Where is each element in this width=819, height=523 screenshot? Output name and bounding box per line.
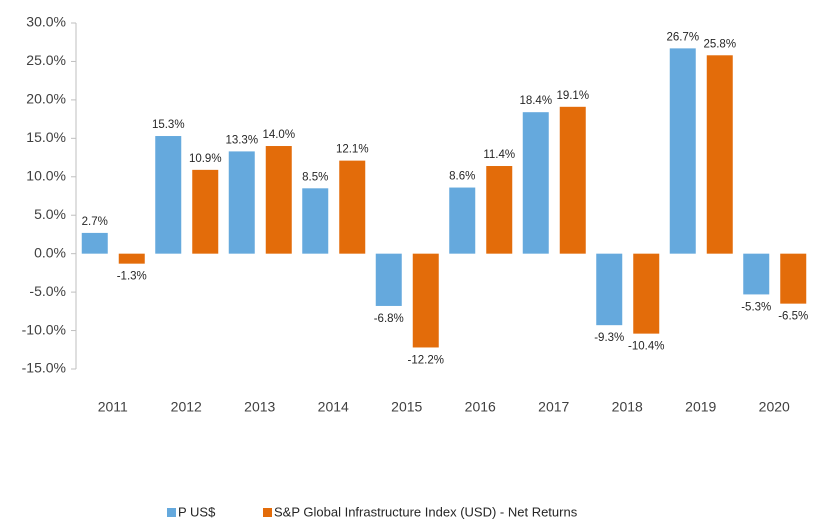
bar bbox=[228, 151, 255, 254]
legend-label: S&P Global Infrastructure Index (USD) - … bbox=[274, 504, 578, 519]
x-tick-label: 2020 bbox=[759, 399, 790, 415]
value-label: -9.3% bbox=[594, 332, 624, 344]
x-tick-label: 2017 bbox=[538, 399, 569, 415]
bar bbox=[522, 112, 549, 254]
value-label: 13.3% bbox=[225, 134, 258, 146]
x-tick-label: 2014 bbox=[318, 399, 349, 415]
bar bbox=[375, 253, 402, 306]
value-label: -12.2% bbox=[408, 355, 444, 367]
value-label: 10.9% bbox=[189, 153, 222, 165]
value-label: -6.5% bbox=[778, 311, 808, 323]
x-tick-label: 2018 bbox=[612, 399, 643, 415]
bar bbox=[81, 232, 108, 254]
bar bbox=[780, 253, 807, 304]
y-tick-label: -5.0% bbox=[29, 283, 66, 299]
value-label: 19.1% bbox=[556, 90, 589, 102]
value-label: 25.8% bbox=[703, 38, 736, 50]
y-tick-label: -15.0% bbox=[22, 360, 66, 376]
y-tick-label: 30.0% bbox=[26, 14, 66, 30]
value-label: 8.6% bbox=[449, 171, 475, 183]
value-label: 12.1% bbox=[336, 144, 369, 156]
value-label: 8.5% bbox=[302, 171, 328, 183]
bar bbox=[302, 188, 329, 254]
bar bbox=[559, 106, 586, 254]
bar bbox=[118, 253, 145, 264]
y-tick-label: 25.0% bbox=[26, 52, 66, 68]
bar bbox=[669, 48, 696, 254]
value-label: 26.7% bbox=[666, 31, 699, 43]
value-label: 11.4% bbox=[483, 149, 515, 161]
y-tick-label: 10.0% bbox=[26, 167, 66, 183]
value-label: -5.3% bbox=[741, 301, 771, 313]
bar bbox=[743, 253, 770, 295]
value-label: -10.4% bbox=[628, 341, 664, 353]
value-label: -6.8% bbox=[374, 313, 404, 325]
y-tick-label: 20.0% bbox=[26, 91, 66, 107]
x-tick-label: 2011 bbox=[98, 399, 128, 415]
x-tick-label: 2012 bbox=[171, 399, 202, 415]
bar bbox=[265, 146, 292, 254]
bar bbox=[155, 136, 182, 254]
bar bbox=[192, 169, 219, 254]
legend-label: P US$ bbox=[178, 504, 216, 519]
legend-swatch bbox=[167, 508, 176, 517]
bar bbox=[706, 55, 733, 254]
y-tick-label: -10.0% bbox=[22, 321, 66, 337]
value-label: 2.7% bbox=[82, 216, 108, 228]
x-tick-label: 2019 bbox=[685, 399, 716, 415]
bar bbox=[412, 253, 439, 348]
bar bbox=[633, 253, 660, 334]
legend-swatch bbox=[263, 508, 272, 517]
value-label: 18.4% bbox=[519, 95, 552, 107]
x-tick-label: 2015 bbox=[391, 399, 422, 415]
bar bbox=[339, 160, 366, 254]
y-tick-label: 0.0% bbox=[34, 244, 66, 260]
y-tick-label: 5.0% bbox=[34, 206, 66, 222]
value-label: 15.3% bbox=[152, 119, 185, 131]
bar bbox=[486, 166, 513, 254]
bar bbox=[596, 253, 623, 326]
value-label: -1.3% bbox=[117, 271, 147, 283]
value-label: 14.0% bbox=[262, 129, 295, 141]
y-tick-label: 15.0% bbox=[26, 129, 66, 145]
bar bbox=[449, 187, 476, 254]
x-tick-label: 2013 bbox=[244, 399, 275, 415]
x-tick-label: 2016 bbox=[465, 399, 496, 415]
